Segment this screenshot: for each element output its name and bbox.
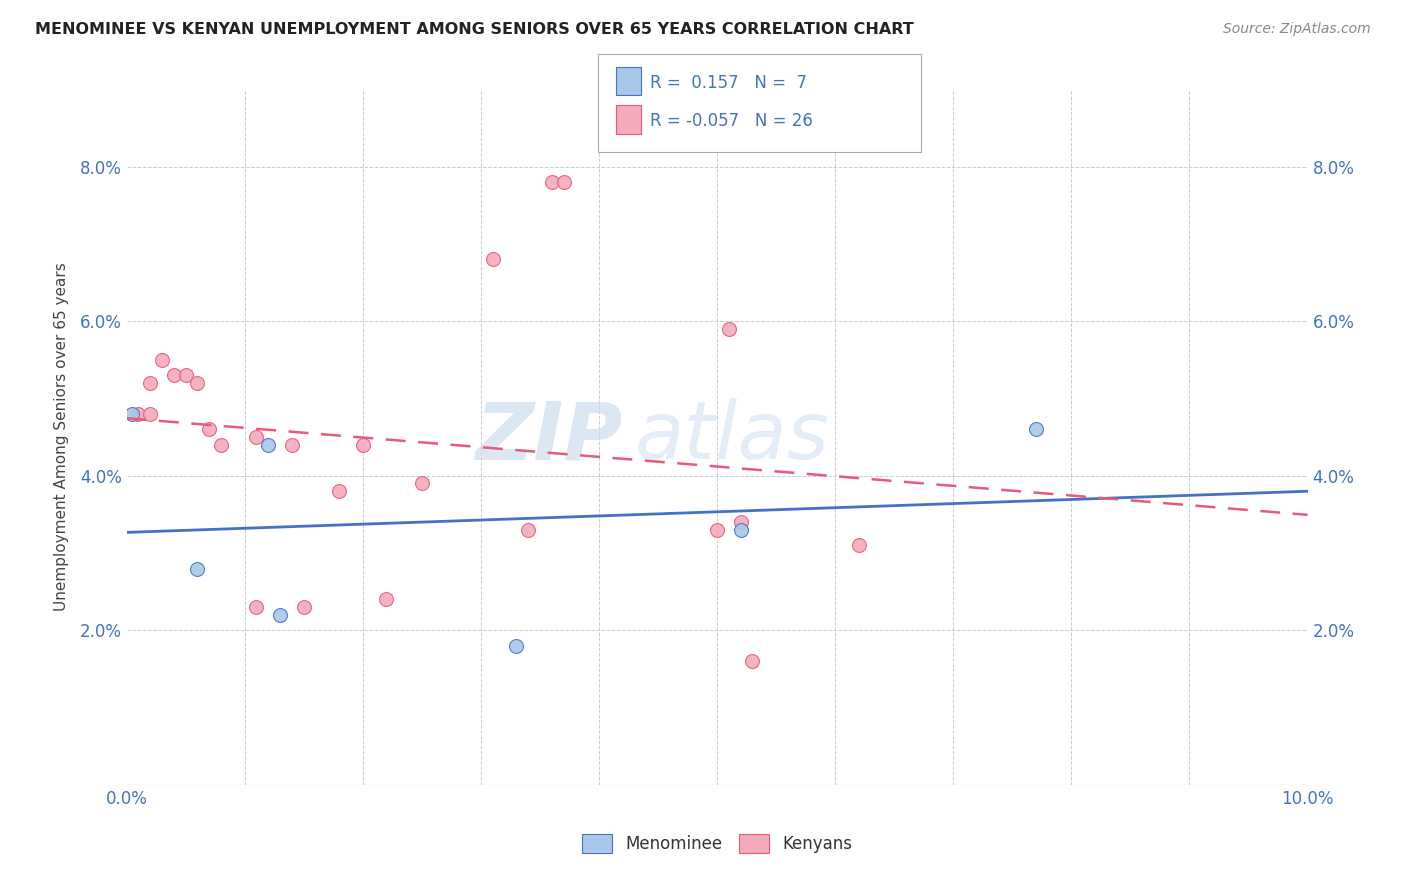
- Point: [1025, 422, 1047, 436]
- Point: [174, 368, 197, 383]
- Text: ZIP: ZIP: [475, 398, 623, 476]
- Point: [281, 438, 304, 452]
- Point: [352, 438, 374, 452]
- Point: [553, 175, 575, 189]
- Point: [150, 352, 173, 367]
- Point: [730, 515, 752, 529]
- Point: [186, 376, 208, 390]
- Point: [257, 438, 280, 452]
- Point: [139, 407, 162, 421]
- Text: R =  0.157   N =  7: R = 0.157 N = 7: [650, 74, 807, 92]
- Text: R = -0.057   N = 26: R = -0.057 N = 26: [650, 112, 813, 129]
- Point: [121, 407, 143, 421]
- Point: [198, 422, 221, 436]
- Point: [730, 523, 752, 537]
- Point: [411, 476, 433, 491]
- Legend: Menominee, Kenyans: Menominee, Kenyans: [582, 834, 852, 853]
- Text: MENOMINEE VS KENYAN UNEMPLOYMENT AMONG SENIORS OVER 65 YEARS CORRELATION CHART: MENOMINEE VS KENYAN UNEMPLOYMENT AMONG S…: [35, 22, 914, 37]
- Point: [127, 407, 149, 421]
- Point: [517, 523, 540, 537]
- Point: [328, 484, 350, 499]
- Text: Source: ZipAtlas.com: Source: ZipAtlas.com: [1223, 22, 1371, 37]
- Point: [481, 252, 503, 267]
- Point: [269, 607, 291, 622]
- Text: atlas: atlas: [634, 398, 830, 476]
- Point: [209, 438, 232, 452]
- Point: [245, 430, 267, 444]
- Point: [163, 368, 186, 383]
- Point: [292, 600, 315, 615]
- Point: [375, 592, 398, 607]
- Point: [741, 654, 763, 668]
- Point: [139, 376, 162, 390]
- Point: [848, 538, 870, 552]
- Point: [505, 639, 527, 653]
- Point: [245, 600, 267, 615]
- Y-axis label: Unemployment Among Seniors over 65 years: Unemployment Among Seniors over 65 years: [53, 263, 69, 611]
- Point: [540, 175, 562, 189]
- Point: [186, 561, 208, 575]
- Point: [706, 523, 728, 537]
- Point: [717, 322, 740, 336]
